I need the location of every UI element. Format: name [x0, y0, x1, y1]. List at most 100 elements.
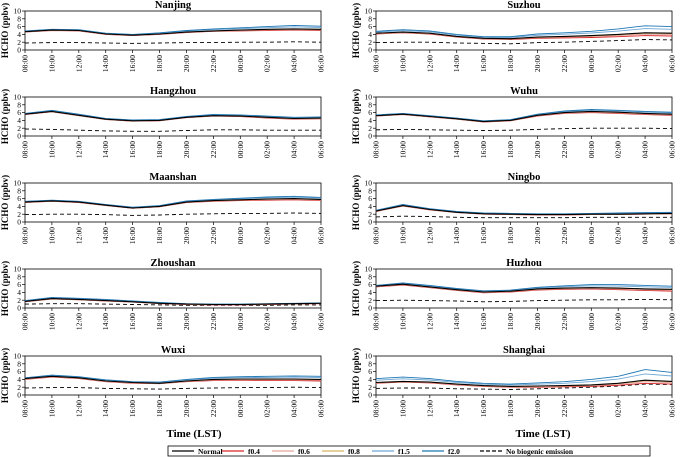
x-tick-label: 10:00	[47, 313, 56, 330]
x-tick-label: 16:00	[479, 141, 488, 158]
x-tick-label: 10:00	[398, 313, 407, 330]
y-tick-label: 2	[368, 296, 372, 305]
x-tick-label: 12:00	[425, 55, 434, 72]
series-line-normal	[24, 110, 322, 122]
y-tick-label: 0	[17, 304, 21, 313]
x-tick-label: 10:00	[398, 227, 407, 244]
series-line-f15	[375, 373, 673, 386]
x-tick-label: 08:00	[21, 141, 30, 158]
legend-label-f20: f2.0	[448, 447, 460, 456]
x-tick-label: 04:00	[641, 227, 650, 244]
y-tick-label: 6	[17, 194, 21, 203]
series-line-normal	[375, 110, 673, 123]
y-tick-label: 4	[17, 375, 21, 384]
x-tick-label: 18:00	[506, 227, 515, 244]
x-tick-label: 20:00	[182, 227, 191, 244]
y-tick-label: 10	[365, 93, 373, 102]
x-tick-label: 00:00	[236, 55, 245, 72]
x-tick-label: 20:00	[533, 227, 542, 244]
y-tick-label: 2	[368, 383, 372, 392]
series-line-nobio	[24, 41, 322, 44]
x-tick-label: 14:00	[452, 141, 461, 158]
y-axis-label: HCHO (ppbv)	[0, 89, 10, 144]
legend-frame	[167, 445, 651, 457]
x-tick-label: 12:00	[74, 55, 83, 72]
x-tick-label: 04:00	[290, 55, 299, 72]
series-line-f20	[375, 203, 673, 215]
x-tick-label: 22:00	[209, 400, 218, 417]
x-tick-label: 10:00	[47, 227, 56, 244]
plot-frame	[24, 268, 322, 309]
x-tick-label: 18:00	[506, 313, 515, 330]
series-line-nobio	[375, 298, 673, 303]
y-tick-label: 4	[368, 202, 372, 211]
x-tick-label: 14:00	[101, 227, 110, 244]
x-tick-label: 10:00	[398, 55, 407, 72]
x-tick-label: 04:00	[641, 400, 650, 417]
x-tick-label: 08:00	[21, 227, 30, 244]
x-tick-label: 06:00	[317, 400, 326, 417]
x-tick-label: 02:00	[614, 55, 623, 72]
x-tick-label: 16:00	[128, 313, 137, 330]
y-tick-label: 2	[17, 38, 21, 47]
x-tick-label: 20:00	[182, 313, 191, 330]
x-tick-label: 08:00	[372, 313, 381, 330]
x-tick-label: 20:00	[533, 141, 542, 158]
x-tick-label: 08:00	[21, 55, 30, 72]
y-tick-label: 8	[368, 186, 372, 195]
x-tick-label: 08:00	[21, 400, 30, 417]
x-tick-label: 14:00	[452, 313, 461, 330]
x-tick-label: 14:00	[101, 141, 110, 158]
x-tick-label: 00:00	[587, 400, 596, 417]
x-tick-label: 00:00	[587, 227, 596, 244]
x-tick-label: 18:00	[155, 55, 164, 72]
panel-title: Huzhou	[506, 258, 542, 269]
panel-title: Wuxi	[161, 345, 185, 356]
y-tick-label: 8	[368, 100, 372, 109]
series-line-nobio	[375, 383, 673, 390]
x-tick-label: 10:00	[398, 400, 407, 417]
legend-label-f08: f0.8	[348, 447, 360, 456]
legend-label-f04: f0.4	[248, 447, 260, 456]
y-tick-label: 0	[17, 391, 21, 400]
y-tick-label: 4	[17, 202, 21, 211]
x-tick-label: 02:00	[263, 141, 272, 158]
x-tick-label: 12:00	[425, 400, 434, 417]
x-axis-label-right: Time (LST)	[515, 428, 570, 440]
y-tick-label: 10	[365, 352, 373, 361]
x-tick-label: 08:00	[21, 313, 30, 330]
panel-title: Shanghai	[503, 345, 545, 356]
series-line-f15	[375, 28, 673, 38]
x-tick-label: 18:00	[155, 227, 164, 244]
x-tick-label: 18:00	[155, 400, 164, 417]
x-tick-label: 18:00	[506, 141, 515, 158]
x-tick-label: 12:00	[74, 313, 83, 330]
series-line-normal	[24, 375, 322, 384]
plot-frame	[375, 182, 673, 223]
legend-label-nobio: No biogenic emission	[506, 447, 574, 456]
legend: Normal f0.4 f0.6 f0.8 f1.5 f2.0 No biogenic em…	[167, 445, 651, 457]
x-tick-label: 04:00	[290, 313, 299, 330]
y-tick-label: 2	[17, 296, 21, 305]
y-tick-label: 2	[17, 383, 21, 392]
y-tick-label: 10	[14, 352, 22, 361]
series-line-normal	[375, 31, 673, 40]
x-tick-label: 04:00	[641, 141, 650, 158]
y-tick-label: 0	[368, 391, 372, 400]
panel-title: Nanjing	[155, 0, 192, 11]
x-tick-label: 18:00	[155, 141, 164, 158]
y-tick-label: 6	[368, 280, 372, 289]
panel-title: Hangzhou	[150, 86, 196, 97]
x-tick-label: 06:00	[668, 141, 677, 158]
x-tick-label: 16:00	[128, 55, 137, 72]
plot-frame	[375, 268, 673, 309]
x-tick-label: 14:00	[101, 55, 110, 72]
x-tick-label: 00:00	[587, 313, 596, 330]
x-tick-label: 08:00	[372, 55, 381, 72]
x-tick-label: 22:00	[209, 227, 218, 244]
x-tick-label: 14:00	[452, 55, 461, 72]
